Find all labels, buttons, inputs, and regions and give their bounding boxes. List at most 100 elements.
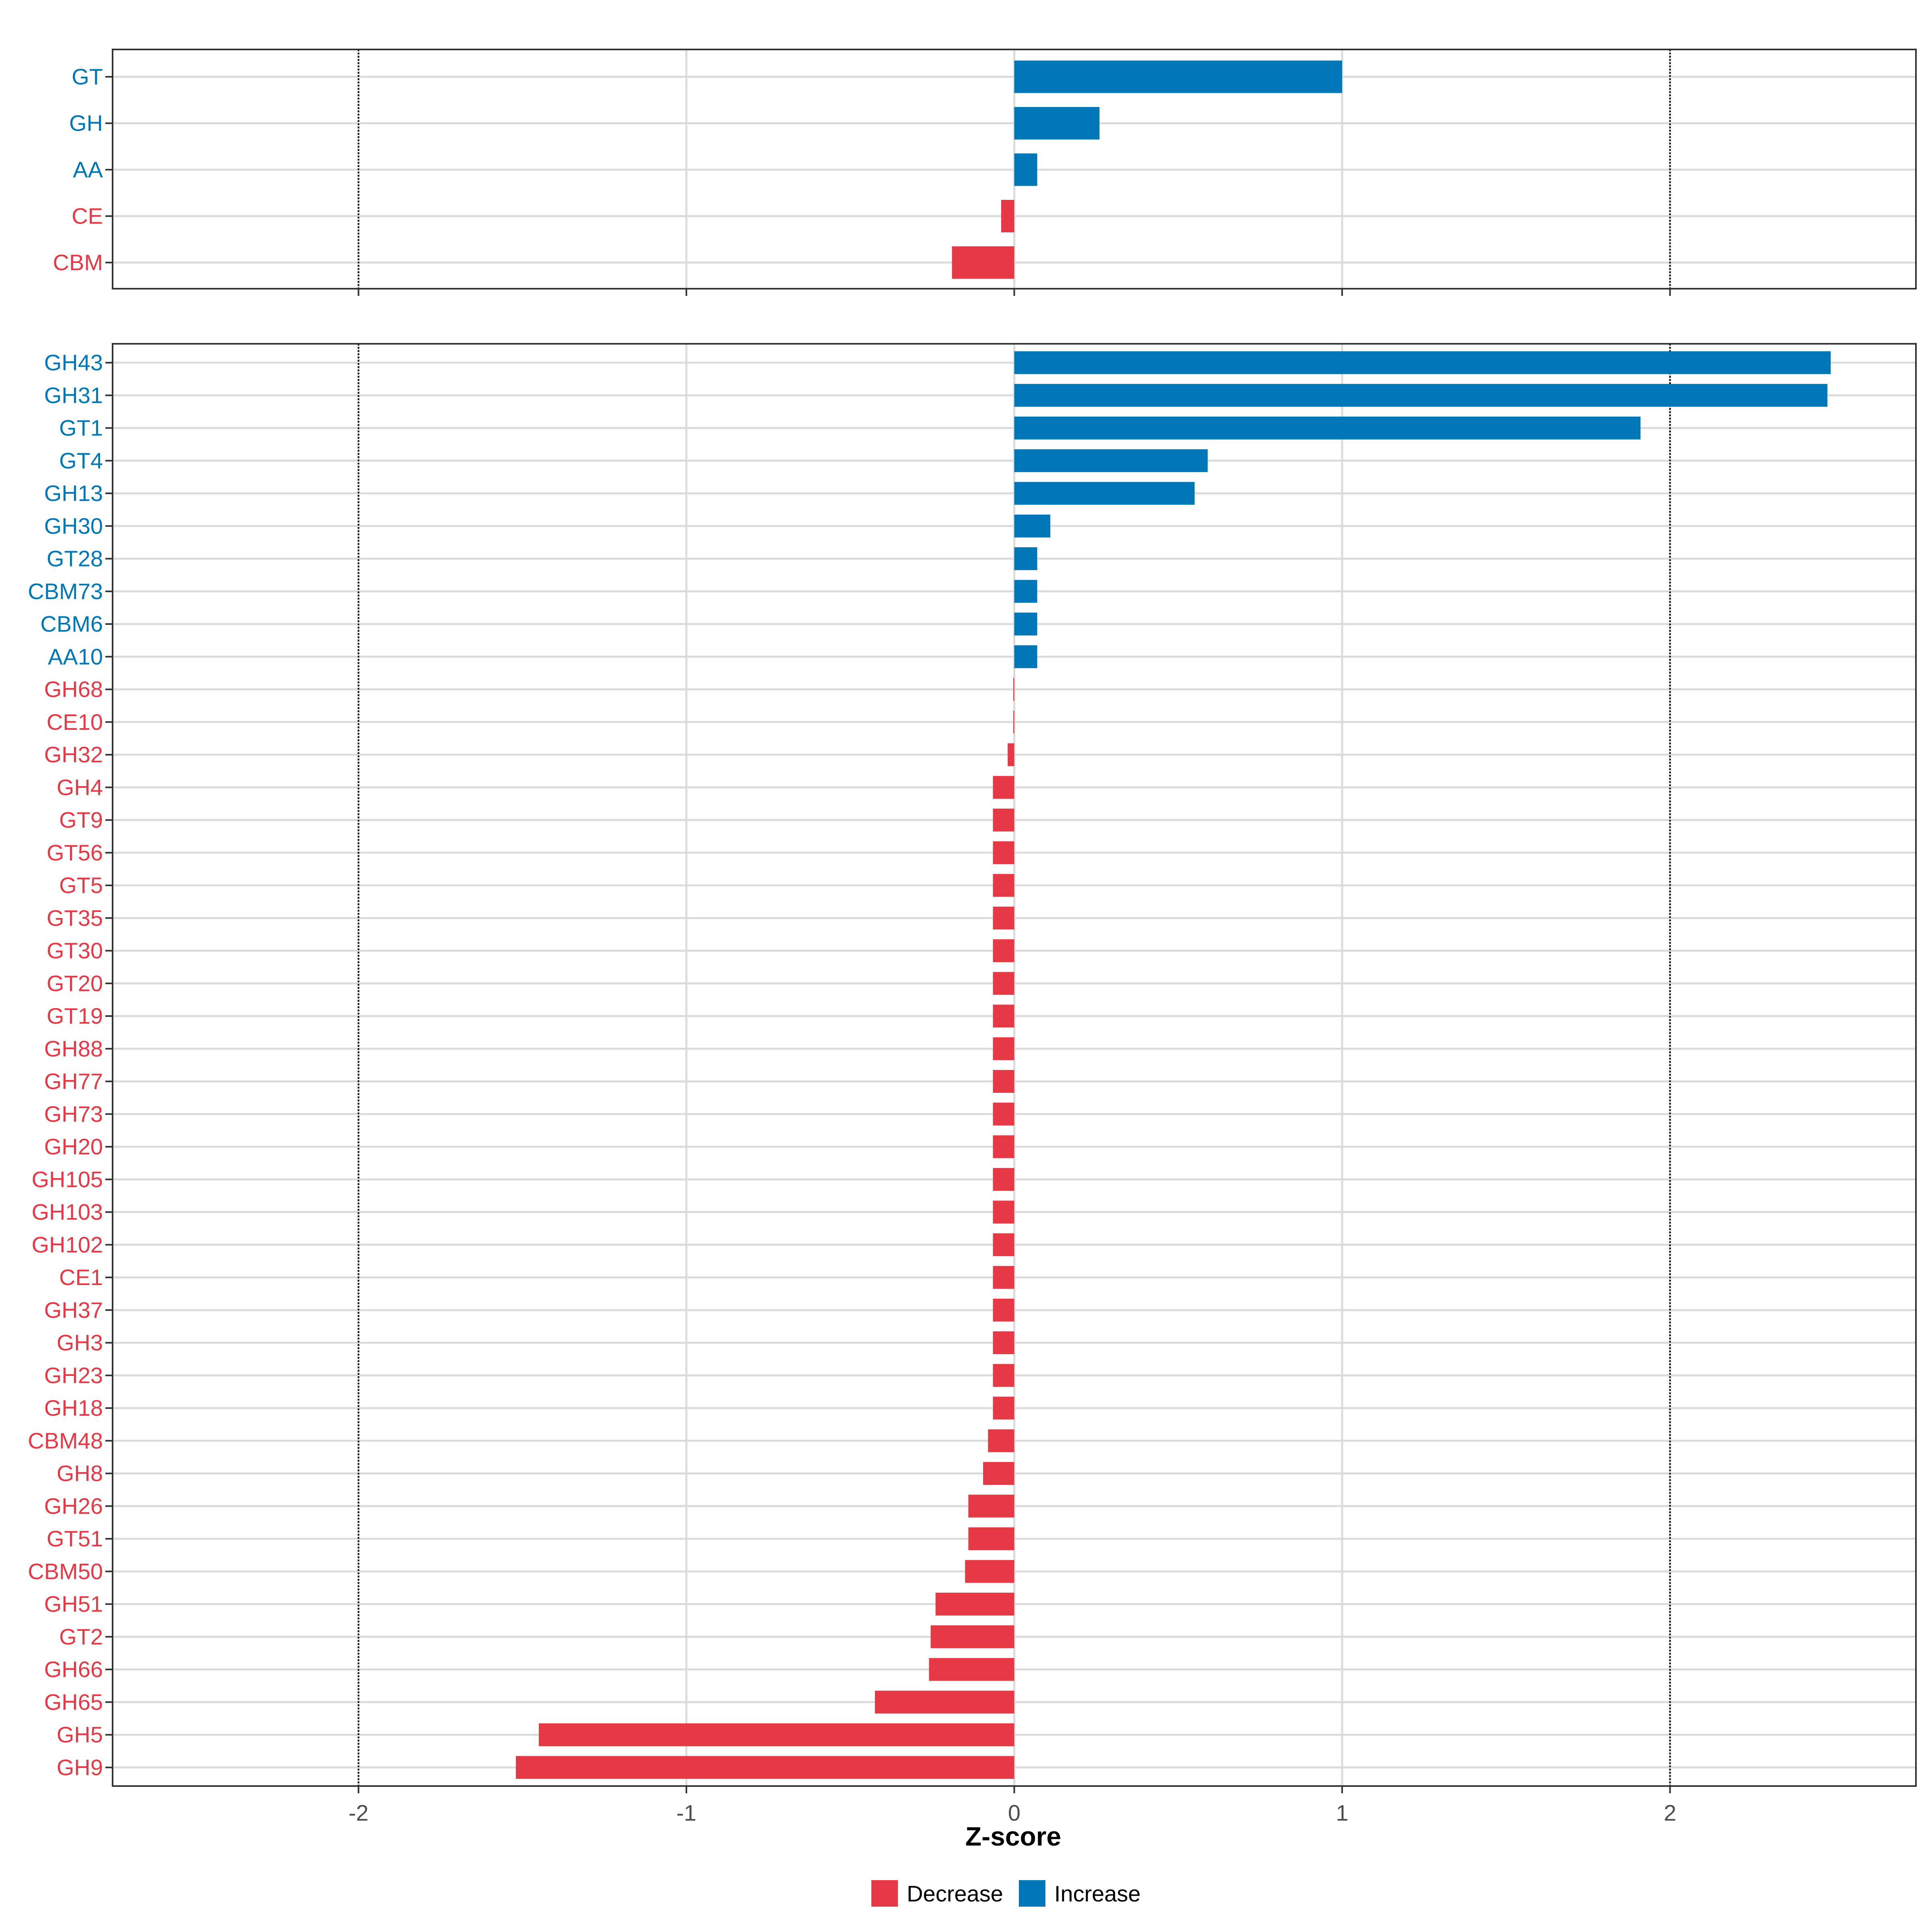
legend: Decrease Increase <box>871 1880 1141 1907</box>
y-label-gt1: GT1 <box>59 415 103 441</box>
legend-swatch-decrease <box>871 1880 898 1907</box>
bar-gt56 <box>993 841 1014 864</box>
y-label-gt: GT <box>72 64 103 89</box>
panel-border <box>112 343 1917 1787</box>
bar-gh26 <box>968 1495 1014 1518</box>
bar-gh20 <box>993 1135 1014 1158</box>
panel-class-level: GT GH AA CE CBM <box>53 49 1917 296</box>
y-label-gt35: GT35 <box>47 905 103 930</box>
bar-gh43 <box>1014 351 1831 374</box>
bar-gh30 <box>1014 514 1051 538</box>
x-axis-title: Z-score <box>965 1821 1061 1851</box>
bar-aa <box>1014 153 1037 186</box>
y-label-gh18: GH18 <box>44 1395 103 1421</box>
bar-gt35 <box>993 906 1014 930</box>
y-label-gt9: GT9 <box>59 807 103 833</box>
y-label-gh23: GH23 <box>44 1363 103 1388</box>
y-label-gh26: GH26 <box>44 1493 103 1519</box>
bar-ce1 <box>993 1266 1014 1289</box>
bar-gh5 <box>539 1723 1014 1746</box>
y-label-gh65: GH65 <box>44 1689 103 1714</box>
bar-gh4 <box>993 776 1014 799</box>
bar-gh8 <box>983 1462 1014 1485</box>
y-label-gh32: GH32 <box>44 742 103 767</box>
y-label-gt2: GT2 <box>59 1624 103 1649</box>
y-label-gt56: GT56 <box>47 840 103 865</box>
bar-gh88 <box>993 1037 1014 1060</box>
y-label-gh5: GH5 <box>57 1722 103 1747</box>
x-tick-label: 1 <box>1336 1800 1348 1825</box>
y-label-gh20: GH20 <box>44 1134 103 1159</box>
bar-cbm <box>952 246 1014 279</box>
y-label-gt4: GT4 <box>59 448 103 473</box>
bar-cbm6 <box>1014 612 1037 636</box>
y-label-gh13: GH13 <box>44 480 103 506</box>
bar-gh73 <box>993 1103 1014 1126</box>
bar-gh68 <box>1013 678 1014 701</box>
panels-layer: GTGHAACECBMGH43GH31GT1GT4GH13GH30GT28CBM… <box>28 49 1917 1825</box>
y-label-aa: AA <box>73 157 103 182</box>
bar-gt1 <box>1014 417 1641 439</box>
y-label-cbm50: CBM50 <box>28 1558 103 1584</box>
bar-aa10 <box>1014 645 1037 668</box>
y-label-gh37: GH37 <box>44 1297 103 1322</box>
legend-label-decrease: Decrease <box>907 1881 1003 1906</box>
bar-gt <box>1014 60 1342 93</box>
y-label-cbm73: CBM73 <box>28 579 103 604</box>
bar-gh23 <box>993 1364 1014 1387</box>
y-label-gh68: GH68 <box>44 677 103 702</box>
bar-cbm73 <box>1014 580 1037 603</box>
y-label-gt5: GT5 <box>59 873 103 898</box>
y-label-ce1: CE1 <box>59 1265 103 1290</box>
bar-gt19 <box>993 1004 1014 1028</box>
bar-gh51 <box>935 1593 1014 1616</box>
y-label-gh73: GH73 <box>44 1101 103 1127</box>
y-label-gh: GH <box>69 111 103 136</box>
y-label-gh30: GH30 <box>44 513 103 538</box>
bar-gt20 <box>993 972 1014 995</box>
y-label-gh77: GH77 <box>44 1069 103 1094</box>
bar-gh3 <box>993 1331 1014 1354</box>
bar-gt2 <box>930 1625 1014 1649</box>
x-tick-label: -1 <box>676 1800 696 1825</box>
y-label-cbm: CBM <box>53 250 103 275</box>
bar-gt28 <box>1014 547 1037 570</box>
legend-swatch-increase <box>1019 1880 1045 1907</box>
x-tick-labels: -2 -1 0 1 2 <box>349 1800 1676 1825</box>
bar-gt5 <box>993 874 1014 897</box>
bar-cbm48 <box>988 1429 1014 1452</box>
bar-gh <box>1014 107 1100 140</box>
y-label-gh105: GH105 <box>32 1166 103 1192</box>
bar-gh32 <box>1008 743 1014 766</box>
bar-gt9 <box>993 809 1014 832</box>
bar-gh13 <box>1014 482 1195 505</box>
bar-gh9 <box>516 1756 1014 1779</box>
bar-ce10 <box>1013 710 1014 734</box>
y-label-gh43: GH43 <box>44 350 103 375</box>
x-tick-label: -2 <box>349 1800 369 1825</box>
bar-gh65 <box>875 1690 1014 1714</box>
y-label-gh88: GH88 <box>44 1036 103 1061</box>
y-label-gh4: GH4 <box>57 774 103 800</box>
y-label-ce: CE <box>72 203 103 229</box>
y-label-gh8: GH8 <box>57 1461 103 1486</box>
y-label-aa10: AA10 <box>48 644 103 669</box>
bar-gh103 <box>993 1201 1014 1224</box>
y-label-gt30: GT30 <box>47 938 103 963</box>
y-label-gh3: GH3 <box>57 1330 103 1355</box>
bar-gt51 <box>968 1527 1014 1550</box>
bar-gh77 <box>993 1070 1014 1093</box>
bar-gh18 <box>993 1396 1014 1420</box>
y-label-gt51: GT51 <box>47 1526 103 1551</box>
x-tick-label: 0 <box>1008 1800 1020 1825</box>
y-label-gt19: GT19 <box>47 1003 103 1029</box>
y-label-cbm6: CBM6 <box>40 611 103 636</box>
y-label-gh102: GH102 <box>32 1232 103 1257</box>
y-label-gh51: GH51 <box>44 1591 103 1617</box>
y-label-gh31: GH31 <box>44 382 103 408</box>
legend-label-increase: Increase <box>1054 1881 1141 1906</box>
bar-cbm50 <box>965 1560 1014 1583</box>
bar-gh31 <box>1014 384 1827 407</box>
